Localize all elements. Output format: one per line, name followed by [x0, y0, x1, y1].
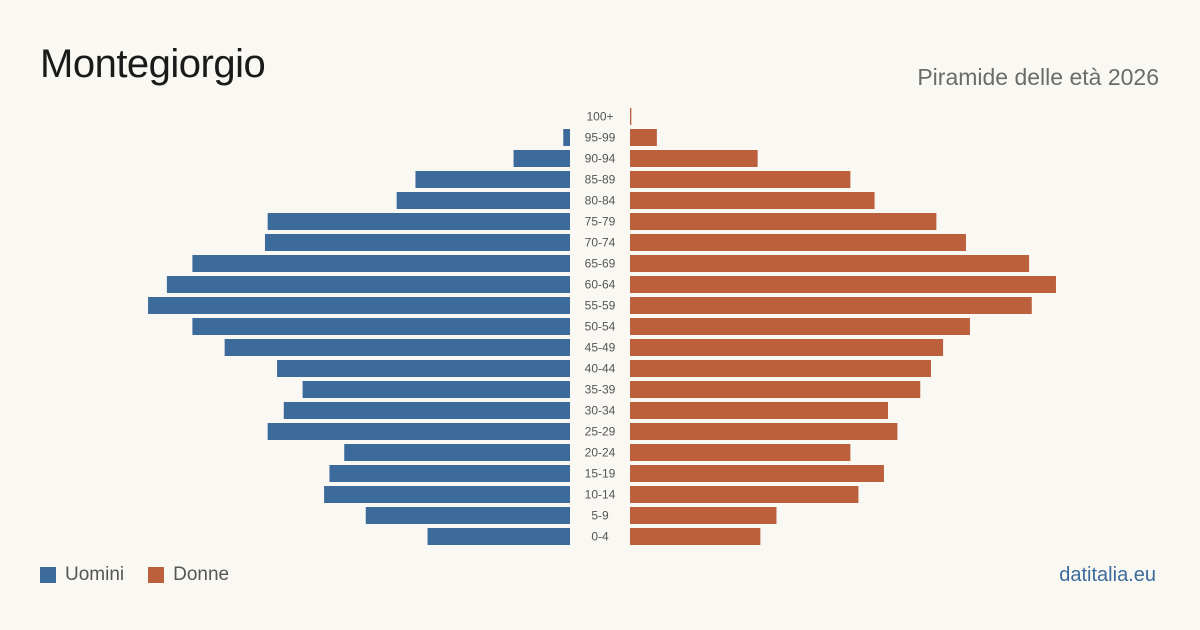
age-label-65-69: 65-69	[585, 257, 616, 271]
legend-item-men: Uomini	[40, 564, 124, 586]
age-label-80-84: 80-84	[585, 194, 616, 208]
bar-men-10-14	[324, 486, 570, 503]
bar-women-30-34	[630, 402, 888, 419]
bar-women-50-54	[630, 318, 970, 335]
bar-women-0-4	[630, 528, 761, 545]
age-label-100+: 100+	[586, 110, 613, 124]
age-label-70-74: 70-74	[585, 236, 616, 250]
bar-men-55-59	[148, 297, 570, 314]
bar-men-70-74	[264, 234, 570, 251]
age-label-60-64: 60-64	[585, 278, 616, 292]
bar-women-60-64	[630, 276, 1056, 293]
bar-men-25-29	[267, 423, 570, 440]
bar-women-90-94	[630, 150, 758, 167]
bar-men-45-49	[224, 339, 570, 356]
age-label-90-94: 90-94	[585, 152, 616, 166]
bar-women-55-59	[630, 297, 1032, 314]
legend-label-men: Uomini	[65, 564, 125, 585]
bar-men-30-34	[283, 402, 570, 419]
bar-women-70-74	[630, 234, 966, 251]
bar-men-15-19	[329, 465, 570, 482]
bar-women-35-39	[630, 381, 921, 398]
age-label-25-29: 25-29	[585, 425, 616, 439]
bar-men-40-44	[277, 360, 570, 377]
bar-women-40-44	[630, 360, 931, 377]
age-label-35-39: 35-39	[585, 383, 616, 397]
chart-legend: Uomini Donne	[40, 564, 229, 586]
bar-men-0-4	[427, 528, 570, 545]
bar-women-95-99	[630, 129, 657, 146]
bar-women-65-69	[630, 255, 1030, 272]
age-label-75-79: 75-79	[585, 215, 616, 229]
bar-women-85-89	[630, 171, 851, 188]
age-label-95-99: 95-99	[585, 131, 616, 145]
bar-men-50-54	[192, 318, 570, 335]
bar-men-80-84	[396, 192, 570, 209]
bar-women-75-79	[630, 213, 937, 230]
legend-swatch-men	[40, 567, 56, 583]
age-label-15-19: 15-19	[585, 467, 616, 481]
age-label-30-34: 30-34	[585, 404, 616, 418]
bar-men-5-9	[365, 507, 570, 524]
chart-subtitle: Piramide delle età 2026	[917, 64, 1159, 90]
bar-women-25-29	[630, 423, 898, 440]
bar-men-35-39	[302, 381, 570, 398]
bar-men-85-89	[415, 171, 570, 188]
legend-item-women: Donne	[148, 564, 229, 586]
bar-men-90-94	[513, 150, 570, 167]
age-label-5-9: 5-9	[591, 509, 609, 523]
age-label-20-24: 20-24	[585, 446, 616, 460]
legend-label-women: Donne	[173, 564, 230, 585]
age-label-50-54: 50-54	[585, 320, 616, 334]
page-title: Montegiorgio	[40, 42, 266, 86]
bar-men-75-79	[267, 213, 570, 230]
bar-women-100+	[630, 108, 632, 125]
age-label-55-59: 55-59	[585, 299, 616, 313]
bar-women-15-19	[630, 465, 884, 482]
age-label-85-89: 85-89	[585, 173, 616, 187]
source-link[interactable]: datitalia.eu	[1059, 564, 1156, 586]
bar-women-20-24	[630, 444, 851, 461]
bar-men-95-99	[563, 129, 570, 146]
bar-men-65-69	[192, 255, 570, 272]
age-label-40-44: 40-44	[585, 362, 616, 376]
bar-men-60-64	[166, 276, 570, 293]
age-label-0-4: 0-4	[591, 530, 609, 544]
bar-men-20-24	[344, 444, 570, 461]
legend-swatch-women	[148, 567, 165, 583]
bar-women-45-49	[630, 339, 944, 356]
bar-women-80-84	[630, 192, 875, 209]
age-label-45-49: 45-49	[585, 341, 616, 355]
bar-women-5-9	[630, 507, 777, 524]
age-label-10-14: 10-14	[585, 488, 616, 502]
bar-women-10-14	[630, 486, 859, 503]
